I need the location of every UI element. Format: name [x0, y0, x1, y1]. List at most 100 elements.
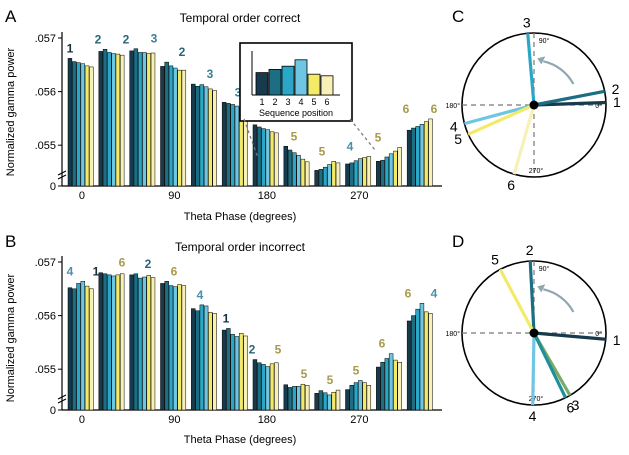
bar-4	[234, 105, 240, 187]
bar-4	[358, 158, 363, 187]
sequence-label: 3	[207, 67, 214, 81]
bar-1	[191, 83, 196, 187]
bar-5	[362, 157, 367, 187]
bar-1	[376, 161, 381, 187]
bar-2	[318, 169, 324, 187]
bar-2	[411, 315, 416, 411]
panel-a-plot: .057.056.055009018027012232334554566	[35, 32, 442, 202]
bar-3	[415, 308, 420, 411]
spoke-label: 6	[566, 400, 574, 416]
sequence-label: 2	[123, 32, 130, 46]
bar-6	[428, 118, 433, 187]
bar-5	[177, 284, 182, 411]
panel-a-ylabel: Normalized gamma power	[5, 47, 17, 176]
bar-1	[98, 51, 103, 187]
bar-2	[380, 159, 385, 187]
bar-5	[84, 285, 90, 411]
sequence-label: 6	[119, 256, 126, 270]
bar-4	[203, 305, 209, 411]
sequence-label: 4	[197, 288, 204, 302]
bar-6	[120, 54, 125, 187]
bar-1	[191, 308, 196, 411]
rotation-arrow	[543, 288, 575, 313]
sequence-label: 4	[67, 264, 74, 278]
bar-6	[89, 288, 94, 411]
spoke-label: 6	[507, 177, 515, 193]
spoke-label: 1	[613, 332, 621, 348]
bar-6	[274, 362, 279, 411]
inset-bar-5	[307, 73, 321, 96]
angle-label-bottom: 270°	[529, 395, 544, 403]
bar-1	[345, 389, 350, 411]
bar-6	[428, 313, 433, 411]
sequence-label: 5	[301, 367, 308, 381]
bar-5	[331, 392, 336, 411]
spoke-2	[528, 261, 536, 334]
bar-5	[424, 311, 429, 411]
spoke-label: 3	[523, 14, 531, 30]
sequence-label: 4	[431, 286, 438, 300]
panel-b-title: Temporal order incorrect	[175, 240, 306, 254]
bar-4	[203, 86, 209, 187]
bar-6	[305, 161, 310, 187]
spoke-label: 4	[450, 118, 458, 134]
angle-label-left: 180°	[446, 330, 461, 338]
bar-4	[265, 129, 270, 187]
sequence-label: 2	[145, 257, 152, 271]
spoke-3	[526, 33, 536, 106]
rotation-arrow	[543, 60, 575, 85]
bar-3	[384, 358, 390, 411]
sequence-label: 5	[319, 144, 326, 158]
bar-5	[269, 363, 275, 411]
inset-bar-6	[320, 75, 334, 96]
bar-2	[102, 49, 108, 187]
spoke-label: 2	[526, 242, 534, 258]
y-tick-label: .055	[35, 140, 56, 152]
a-axis-break	[57, 170, 67, 180]
bar-1	[376, 366, 381, 411]
sequence-label: 1	[223, 311, 230, 325]
arrow-head-icon	[537, 284, 546, 293]
y-tick-label: .055	[35, 364, 56, 376]
sequence-label: 2	[95, 32, 102, 46]
bar-1	[67, 287, 73, 411]
panel-d-polar: 90° 180° 270° 0° 1 2 3 4 5 6	[446, 242, 621, 424]
inset-tick-label: 5	[311, 97, 316, 107]
sequence-label: 2	[179, 45, 186, 59]
bar-4	[296, 155, 301, 187]
bar-4	[419, 124, 425, 187]
bar-2	[226, 103, 231, 187]
panel-a-xlabel: Theta Phase (degrees)	[184, 211, 297, 223]
bar-2	[72, 288, 77, 411]
bar-4	[234, 336, 240, 411]
spoke-1	[533, 100, 607, 107]
bar-4	[388, 153, 394, 187]
bar-2	[287, 387, 293, 411]
sequence-label: 2	[249, 343, 256, 357]
bar-6	[397, 361, 402, 411]
bar-3	[261, 128, 266, 187]
bar-5	[115, 53, 121, 187]
bar-3	[322, 392, 328, 411]
bar-3	[107, 274, 112, 411]
bar-2	[318, 390, 324, 411]
inset-bar-2	[268, 69, 282, 96]
spoke-1	[533, 331, 606, 341]
bar-4	[173, 286, 178, 411]
bar-5	[362, 382, 367, 411]
bar-5	[424, 121, 429, 187]
bar-4	[142, 276, 147, 411]
arrow-head-icon	[537, 56, 546, 65]
bar-6	[150, 277, 156, 411]
bar-3	[199, 84, 205, 187]
spoke-label: 3	[572, 397, 580, 413]
x-tick-label: 180	[258, 190, 276, 202]
panel-label-c: C	[452, 7, 464, 26]
bar-2	[349, 162, 354, 187]
bar-1	[160, 283, 165, 411]
bar-3	[137, 52, 143, 187]
x-tick-label: 0	[79, 190, 85, 202]
bar-2	[257, 126, 262, 187]
bar-2	[195, 85, 200, 187]
